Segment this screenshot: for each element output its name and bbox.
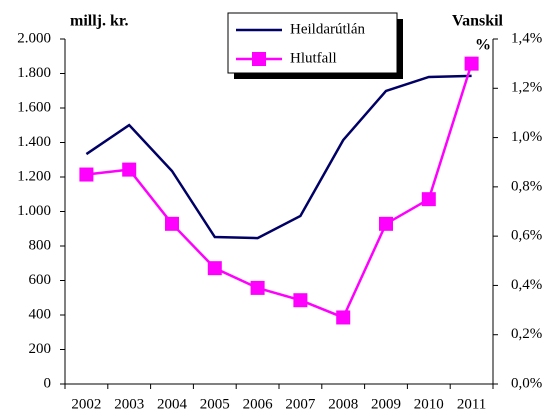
x-tick-label: 2006 [243, 396, 274, 411]
y2-tick-label: 0,0% [511, 375, 542, 391]
point [250, 280, 265, 295]
y2-tick-label: 1,4% [511, 30, 542, 46]
y2-tick-label: 0,4% [511, 277, 542, 293]
y2-tick-label: 1,0% [511, 129, 542, 145]
y-tick-label: 400 [29, 306, 52, 322]
y-tick-label: 1.400 [17, 134, 51, 150]
y2-tick-label: 0,6% [511, 228, 542, 244]
y-tick-label: 1.000 [17, 203, 51, 219]
y-axis-label: millj. kr. [70, 13, 129, 30]
point [79, 167, 94, 182]
x-tick-label: 2007 [285, 396, 316, 411]
y-tick-label: 0 [44, 375, 52, 391]
point [379, 216, 393, 231]
y2-tick-label: 0,8% [511, 178, 542, 194]
x-tick-label: 2008 [328, 396, 358, 411]
point [293, 293, 308, 308]
x-tick-label: 2009 [371, 396, 401, 411]
y-tick-label: 2.000 [17, 30, 51, 46]
y2-tick-label: 1,2% [511, 80, 542, 96]
x-tick-label: 2011 [457, 396, 486, 411]
y2-tick-label: 0,2% [511, 326, 542, 342]
legend-label: Heildarútlán [290, 21, 365, 37]
y-tick-label: 1.800 [17, 65, 51, 81]
x-tick-label: 2005 [200, 396, 230, 411]
y-tick-label: 800 [29, 237, 52, 253]
point [165, 216, 179, 231]
series-line [85, 74, 472, 240]
y-tick-label: 600 [29, 272, 52, 288]
point [122, 162, 137, 177]
y2-axis-label: % [475, 37, 491, 54]
legend-swatch [252, 52, 266, 66]
point [464, 56, 479, 71]
y2-axis-label: Vanskil [452, 13, 504, 30]
x-tick-label: 2010 [414, 396, 444, 411]
point [336, 310, 351, 325]
y-tick-label: 1.600 [17, 99, 51, 115]
series-line [86, 63, 473, 320]
x-tick-label: 2003 [114, 396, 144, 411]
y-tick-label: 200 [29, 341, 52, 357]
x-tick-label: 2002 [71, 396, 101, 411]
point [207, 261, 222, 276]
legend-label: Hlutfall [290, 50, 337, 66]
point [421, 192, 436, 207]
y-tick-label: 1.200 [17, 168, 51, 184]
x-tick-label: 2004 [157, 396, 188, 411]
